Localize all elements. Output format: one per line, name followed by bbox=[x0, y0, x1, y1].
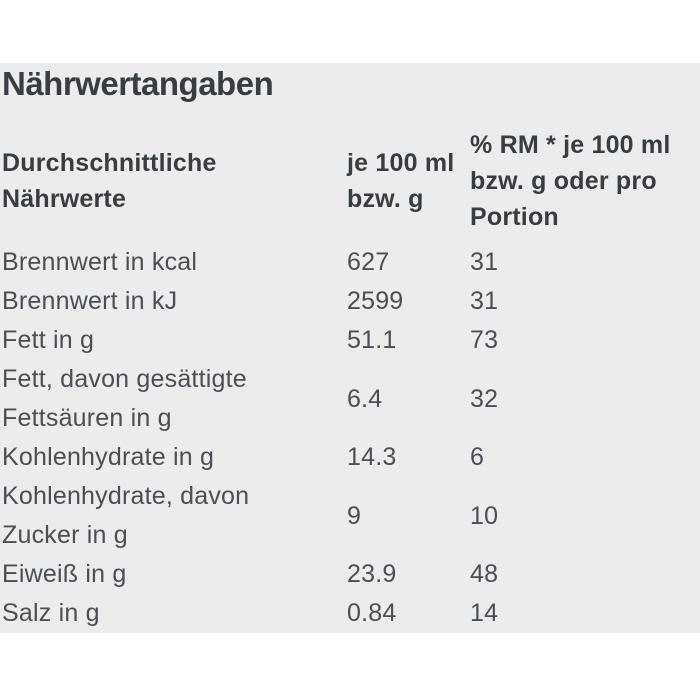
row-rm-value: 73 bbox=[470, 326, 499, 354]
row-per100-value: 23.9 bbox=[347, 560, 397, 588]
table-row-sugar: Kohlenhydrate, davon Zucker in g 9 10 bbox=[2, 477, 700, 555]
row-rm-value: 48 bbox=[470, 560, 499, 588]
row-per100-value: 0.84 bbox=[347, 599, 397, 627]
table-row-energy-kcal: Brennwert in kcal 627 31 bbox=[2, 243, 700, 282]
table-row-saturated-fat: Fett, davon gesättigte Fettsäuren in g 6… bbox=[2, 360, 700, 438]
row-rm-value: 6 bbox=[470, 443, 485, 471]
table-row-energy-kj: Brennwert in kJ 2599 31 bbox=[2, 282, 700, 321]
row-label: Fett, davon gesättigte Fettsäuren in g bbox=[2, 365, 247, 432]
header-per-100: je 100 ml bzw. g bbox=[347, 149, 455, 213]
row-label: Fett in g bbox=[2, 326, 95, 354]
row-label: Eiweiß in g bbox=[2, 560, 127, 588]
row-per100-value: 9 bbox=[347, 501, 362, 530]
table-row-fat: Fett in g 51.1 73 bbox=[2, 321, 700, 360]
row-label: Kohlenhydrate, davon Zucker in g bbox=[2, 482, 250, 549]
header-average-nutrients: Durchschnittliche Nährwerte bbox=[2, 149, 217, 213]
table-row-carbohydrates: Kohlenhydrate in g 14.3 6 bbox=[2, 438, 700, 477]
row-label: Brennwert in kJ bbox=[2, 287, 178, 315]
table-header-row: Durchschnittliche Nährwerte je 100 ml bz… bbox=[2, 127, 700, 243]
table-row-salt: Salz in g 0.84 14 bbox=[2, 594, 700, 633]
row-label: Brennwert in kcal bbox=[2, 248, 198, 276]
table-row-protein: Eiweiß in g 23.9 48 bbox=[2, 555, 700, 594]
nutrition-table: Durchschnittliche Nährwerte je 100 ml bz… bbox=[2, 127, 700, 633]
nutrition-panel: Nährwertangaben Durchschnittliche Nährwe… bbox=[0, 63, 700, 633]
row-per100-value: 14.3 bbox=[347, 443, 397, 471]
row-label: Kohlenhydrate in g bbox=[2, 443, 215, 471]
header-rm-percent: % RM * je 100 ml bzw. g oder pro Portion bbox=[470, 131, 671, 231]
row-rm-value: 31 bbox=[470, 287, 499, 315]
row-rm-value: 14 bbox=[470, 599, 499, 627]
row-per100-value: 6.4 bbox=[347, 384, 383, 413]
row-rm-value: 31 bbox=[470, 248, 499, 276]
row-rm-value: 10 bbox=[470, 501, 499, 530]
row-rm-value: 32 bbox=[470, 384, 499, 413]
row-per100-value: 627 bbox=[347, 248, 390, 276]
page-title: Nährwertangaben bbox=[2, 65, 274, 102]
row-per100-value: 2599 bbox=[347, 287, 404, 315]
row-label: Salz in g bbox=[2, 599, 100, 627]
row-per100-value: 51.1 bbox=[347, 326, 397, 354]
